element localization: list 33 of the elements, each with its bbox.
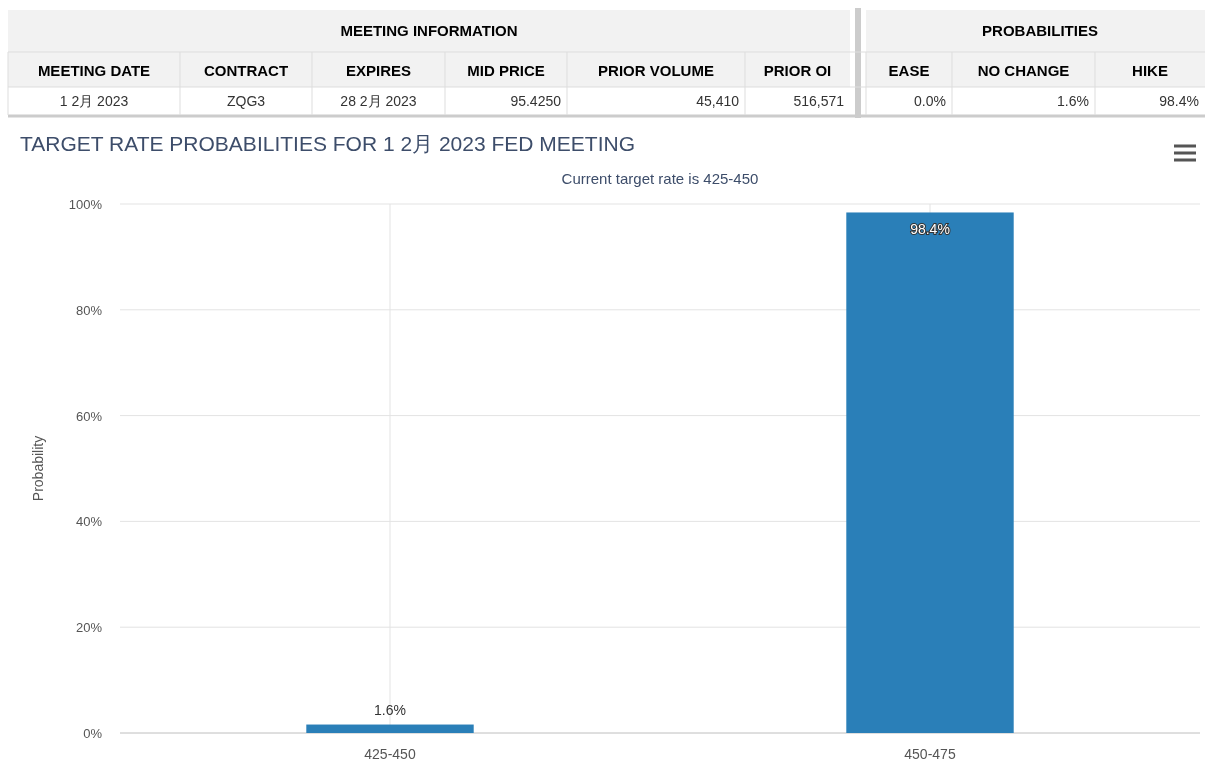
y-tick-label: 100%	[68, 197, 103, 212]
y-tick-label: 20%	[75, 620, 103, 636]
text: PRIOR VOLUME	[598, 62, 714, 79]
text: 1 2月 2023	[59, 93, 129, 109]
x-tick-label: 425-450	[364, 746, 416, 762]
text: NO CHANGE	[977, 62, 1070, 79]
text: 98.4%	[1159, 93, 1199, 109]
text: PROBABILITIES	[982, 22, 1098, 39]
text: HIKE	[1132, 62, 1168, 79]
y-axis-title: Probability	[30, 435, 46, 502]
text: 0.0%	[914, 93, 946, 109]
text: 28 2月 2023	[340, 93, 417, 109]
text: CONTRACT	[203, 62, 289, 79]
y-tick-label: 0%	[83, 726, 103, 741]
text: EASE	[888, 62, 930, 79]
x-tick-label: 450-475	[904, 746, 956, 762]
text: MEETING INFORMATION	[340, 22, 518, 39]
text: PRIOR OI	[763, 62, 832, 79]
text: 1.6%	[1057, 93, 1089, 109]
chart-title: TARGET RATE PROBABILITIES FOR 1 2月 2023 FED MEETING	[20, 132, 635, 155]
text: ZQG3	[226, 93, 266, 109]
text: EXPIRES	[345, 62, 412, 79]
chart-subtitle: Current target rate is 425-450	[561, 170, 759, 187]
text: 95.4250	[510, 93, 562, 109]
text: 45,410	[696, 93, 740, 109]
text: MEETING DATE	[37, 62, 151, 79]
text: MID PRICE	[467, 62, 545, 79]
text: 516,571	[793, 93, 845, 109]
y-tick-label: 60%	[75, 408, 103, 424]
data-label: 98.4%	[910, 221, 950, 238]
y-tick-label: 40%	[75, 514, 103, 530]
y-tick-label: 80%	[75, 302, 103, 318]
data-label: 1.6%	[374, 701, 406, 718]
